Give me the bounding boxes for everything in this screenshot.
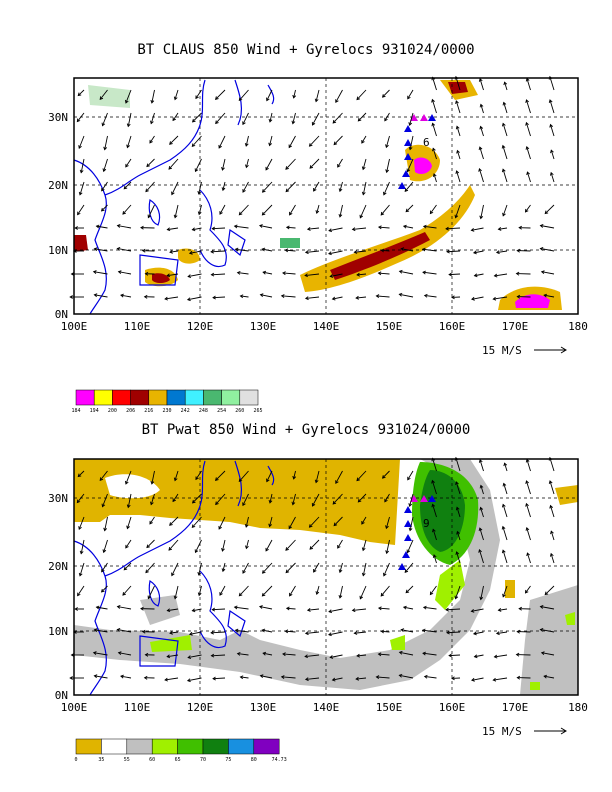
- x-tick-label: 110E: [124, 320, 151, 333]
- colorbar-swatch: [203, 389, 222, 406]
- x-tick-label: 130E: [250, 701, 277, 714]
- x-tick-label: 170E: [502, 701, 529, 714]
- panel1-frame: [73, 77, 579, 315]
- y-tick-label: 10N: [48, 625, 68, 638]
- panel2-gridlines: [74, 459, 578, 695]
- colorbar-label: 60: [149, 757, 155, 763]
- panel1-gridlines: [74, 78, 578, 314]
- colorbar-swatch: [202, 738, 229, 755]
- panel2-colorbar: 0 35 55 60 65 70 75 80 74.73: [74, 738, 287, 763]
- colorbar-label: 35: [98, 757, 104, 763]
- x-tick-label: 140E: [313, 701, 340, 714]
- panel1-coastlines: [73, 79, 275, 315]
- colorbar-swatch: [75, 738, 102, 755]
- panel2-gyre-track: [398, 495, 436, 570]
- x-tick-label: 180: [568, 320, 588, 333]
- colorbar-swatch: [184, 389, 204, 406]
- colorbar-label: 65: [175, 757, 181, 763]
- panel1-vector-ref-arrow: [534, 346, 567, 354]
- colorbar-swatch: [148, 389, 168, 406]
- colorbar-label: 206: [126, 408, 135, 414]
- colorbar-label: 194: [90, 408, 99, 414]
- colorbar-swatch: [130, 389, 150, 406]
- y-tick-label: 20N: [48, 560, 68, 573]
- colorbar-label: 216: [144, 408, 153, 414]
- colorbar-label: 242: [181, 408, 190, 414]
- y-tick-label: 30N: [48, 111, 68, 124]
- y-tick-label: 20N: [48, 179, 68, 192]
- y-tick-label: 10N: [48, 244, 68, 257]
- panel2-frame: [73, 458, 579, 696]
- x-tick-label: 160E: [439, 701, 466, 714]
- panel2-axis-labels: 100E 110E 120E 130E 140E 150E 160E 170E 180 30N 20…: [48, 492, 588, 714]
- colorbar-label: 80: [251, 757, 257, 763]
- panel1-cloud-shading: [74, 80, 562, 310]
- panel1-colorbar: 184 194 200 206 216 230 242 248 254 260 265: [71, 389, 263, 414]
- x-tick-label: 180: [568, 701, 588, 714]
- panel2-wind-vectors: [69, 456, 555, 683]
- panel2-coastlines: [73, 460, 275, 696]
- y-tick-label: 30N: [48, 492, 68, 505]
- panel2-vector-ref-label: 15 M/S: [482, 725, 522, 738]
- panel1-gyre-track: [398, 114, 436, 189]
- colorbar-label: 55: [124, 757, 130, 763]
- colorbar-swatch: [75, 389, 95, 406]
- colorbar-label: 75: [225, 757, 231, 763]
- panel1-vector-ref-label: 15 M/S: [482, 344, 522, 357]
- panel2-storm-label: 9: [423, 517, 430, 530]
- colorbar-label: 230: [162, 408, 171, 414]
- colorbar-swatch: [126, 738, 153, 755]
- panel2-title: BT Pwat 850 Wind + Gyrelocs 931024/0000: [141, 422, 471, 438]
- colorbar-label: 260: [235, 408, 244, 414]
- colorbar-swatch: [228, 738, 255, 755]
- colorbar-label: 254: [217, 408, 226, 414]
- panel2-pwat-shading: [74, 459, 578, 695]
- x-tick-label: 130E: [250, 320, 277, 333]
- x-tick-label: 120E: [187, 701, 214, 714]
- colorbar-label: 184: [71, 408, 80, 414]
- x-tick-label: 110E: [124, 701, 151, 714]
- colorbar-swatch: [151, 738, 178, 755]
- panel1-title: BT CLAUS 850 Wind + Gyrelocs 931024/0000: [137, 42, 475, 58]
- colorbar-label: 200: [108, 408, 117, 414]
- colorbar-swatch: [166, 389, 186, 406]
- colorbar-label: 248: [199, 408, 208, 414]
- colorbar-swatch: [221, 389, 241, 406]
- colorbar-swatch: [101, 738, 128, 755]
- panel2-map: 9 100E 110E 120E 130E 140E 150E 160E 170E 180 30N…: [48, 456, 588, 763]
- x-tick-label: 100E: [61, 320, 88, 333]
- panel1-axis-labels: 100E 110E 120E 130E 140E 150E 160E 170E 180 30N 20…: [48, 111, 588, 333]
- panel1-storm-label: 6: [423, 136, 430, 149]
- colorbar-swatch: [239, 389, 259, 406]
- x-tick-label: 160E: [439, 320, 466, 333]
- colorbar-label: 0: [74, 757, 77, 763]
- colorbar-swatch: [93, 389, 113, 406]
- x-tick-label: 120E: [187, 320, 214, 333]
- panel2-vector-ref-arrow: [534, 727, 567, 735]
- x-tick-label: 170E: [502, 320, 529, 333]
- x-tick-label: 100E: [61, 701, 88, 714]
- panel1-map: 6 100E 110E 120E 130E 140E 150E 160E 170E 180 30N…: [48, 75, 588, 414]
- colorbar-label: 70: [200, 757, 206, 763]
- panel1-wind-vectors: [69, 75, 555, 302]
- colorbar-swatch: [177, 738, 204, 755]
- x-tick-label: 140E: [313, 320, 340, 333]
- colorbar-swatch: [112, 389, 131, 406]
- y-tick-label: 0N: [55, 689, 68, 702]
- y-tick-label: 0N: [55, 308, 68, 321]
- colorbar-label: 74.73: [272, 757, 287, 763]
- x-tick-label: 150E: [376, 320, 403, 333]
- colorbar-swatch: [253, 738, 280, 755]
- colorbar-label: 265: [253, 408, 262, 414]
- x-tick-label: 150E: [376, 701, 403, 714]
